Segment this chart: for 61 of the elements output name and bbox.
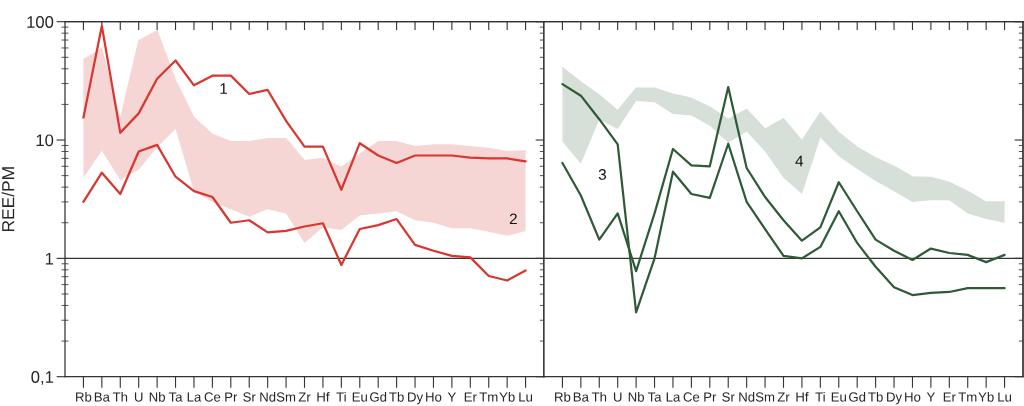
x-tick-label: Ti	[815, 391, 825, 402]
x-tick-label: Yb	[978, 391, 994, 402]
x-tick-label: Er	[464, 392, 477, 402]
x-tick-label: Tb	[389, 391, 404, 402]
x-tick-label: Rb	[76, 391, 92, 402]
x-tick-label: Sr	[243, 392, 256, 402]
x-tick-label: Hf	[796, 391, 809, 402]
x-tick-label: Ho	[905, 392, 921, 402]
y-axis-title: REE/PM	[1, 167, 15, 232]
x-tick-label: Eu	[831, 392, 846, 402]
x-tick-label: Ho	[426, 392, 442, 402]
annotation: 4	[795, 155, 804, 167]
x-tick-label: Ti	[336, 391, 346, 402]
x-tick-label: Zr	[777, 392, 790, 402]
x-tick-label: Sr	[722, 392, 735, 402]
x-tick-label: Y	[926, 392, 935, 402]
x-tick-label: Er	[943, 392, 956, 402]
x-tick-label: Lu	[519, 392, 533, 402]
x-tick-label: Dy	[887, 392, 903, 405]
x-tick-label: Ce	[204, 392, 221, 402]
x-tick-label: Tm	[958, 392, 977, 402]
x-tick-label: La	[666, 392, 681, 402]
x-tick-label: Rb	[555, 391, 571, 402]
x-tick-label: Ce	[683, 392, 700, 402]
y-tick-label: 0,1	[31, 371, 54, 385]
x-tick-label: Zr	[298, 392, 311, 402]
line-series	[82, 143, 527, 282]
x-tick-label: Pr	[225, 392, 238, 402]
x-tick-label: Dy	[408, 392, 424, 405]
x-tick-label: Ta	[647, 392, 662, 402]
line-series	[82, 24, 527, 191]
x-tick-label: Hf	[317, 391, 330, 402]
x-tick-label: Nd	[260, 391, 276, 402]
x-tick-label: Y	[447, 392, 456, 402]
x-tick-label: Lu	[998, 392, 1012, 402]
x-tick-label: Nd	[739, 391, 755, 402]
x-tick-label: Nb	[149, 391, 165, 402]
x-tick-label: Tb	[868, 391, 883, 402]
annotation: 3	[598, 169, 607, 180]
x-tick-label: Th	[591, 391, 607, 402]
x-tick-label: Gd	[849, 391, 866, 402]
x-tick-label: Eu	[352, 392, 367, 402]
annotation: 1	[220, 83, 228, 94]
y-tick-label: 10	[36, 134, 54, 147]
y-tick-label: 1	[45, 252, 54, 265]
x-tick-label: Tm	[479, 392, 498, 402]
y-tick-label: 100	[27, 16, 54, 28]
x-tick-label: U	[134, 392, 143, 402]
x-tick-label: Yb	[499, 391, 515, 402]
x-tick-label: Th	[112, 391, 128, 402]
x-tick-label: Gd	[370, 391, 387, 402]
annotation: 2	[509, 213, 517, 225]
x-tick-label: U	[613, 392, 622, 402]
x-tick-label: Sm	[276, 392, 296, 402]
x-tick-label: La	[187, 392, 202, 402]
x-tick-label: Ba	[573, 392, 589, 402]
x-tick-label: Ba	[94, 392, 110, 402]
x-tick-label: Sm	[755, 392, 775, 402]
x-tick-label: Ta	[168, 392, 183, 402]
x-tick-label: Nb	[628, 391, 644, 402]
x-tick-label: Pr	[704, 392, 717, 402]
